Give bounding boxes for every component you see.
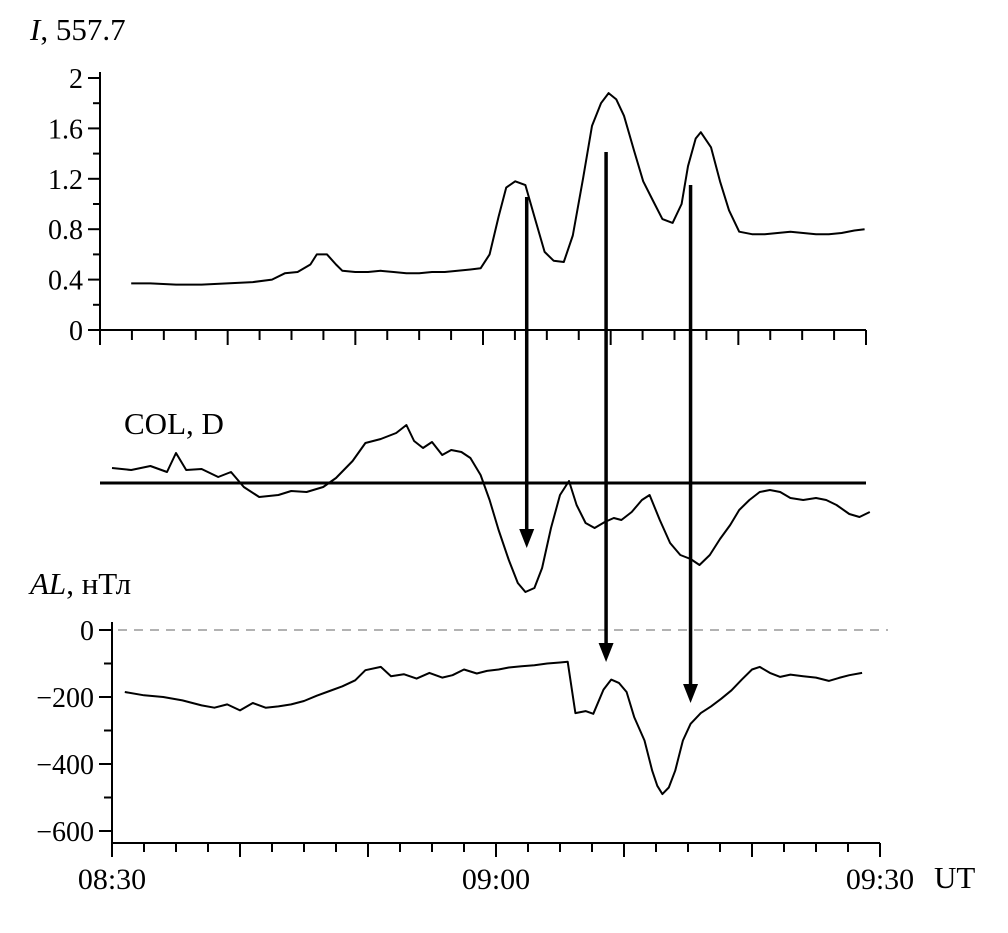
al-y-tick-label: 0 — [80, 616, 94, 647]
intensity-y-tick-label: 0.4 — [48, 266, 83, 297]
al-y-tick-label: −200 — [36, 683, 94, 714]
al-y-tick-label: −600 — [36, 817, 94, 848]
time-axis-unit-label: UT — [934, 860, 976, 895]
intensity-y-tick-label: 0.8 — [48, 215, 83, 246]
panel-title-intensity-variable: I — [30, 12, 41, 47]
time-tick-label: 08:30 — [78, 863, 146, 896]
panel-title-al-rest: , нТл — [66, 566, 132, 601]
intensity-curve — [131, 92, 865, 286]
event-arrow-head — [519, 529, 535, 548]
panel-title-al-variable: AL — [30, 566, 67, 601]
panel-title-col-d-text: COL, D — [124, 406, 224, 441]
panel-title-al: AL, нТл — [30, 566, 131, 602]
col-d-curve — [111, 424, 871, 593]
al-y-tick-label: −400 — [36, 750, 94, 781]
intensity-y-tick-label: 2 — [69, 64, 83, 95]
intensity-y-tick-label: 1.6 — [48, 114, 83, 145]
event-arrow-head — [683, 684, 699, 703]
intensity-y-tick-label: 1.2 — [48, 165, 83, 196]
event-arrow-head — [598, 643, 614, 662]
panel-title-col-d: COL, D — [124, 406, 224, 442]
intensity-y-tick-label: 0 — [69, 316, 83, 347]
panel-title-intensity: I, 557.7 — [30, 12, 126, 48]
time-tick-label: 09:00 — [462, 863, 530, 896]
panel-title-intensity-rest: , 557.7 — [40, 12, 126, 47]
time-tick-label: 09:30 — [846, 863, 914, 896]
al-curve — [124, 660, 863, 796]
